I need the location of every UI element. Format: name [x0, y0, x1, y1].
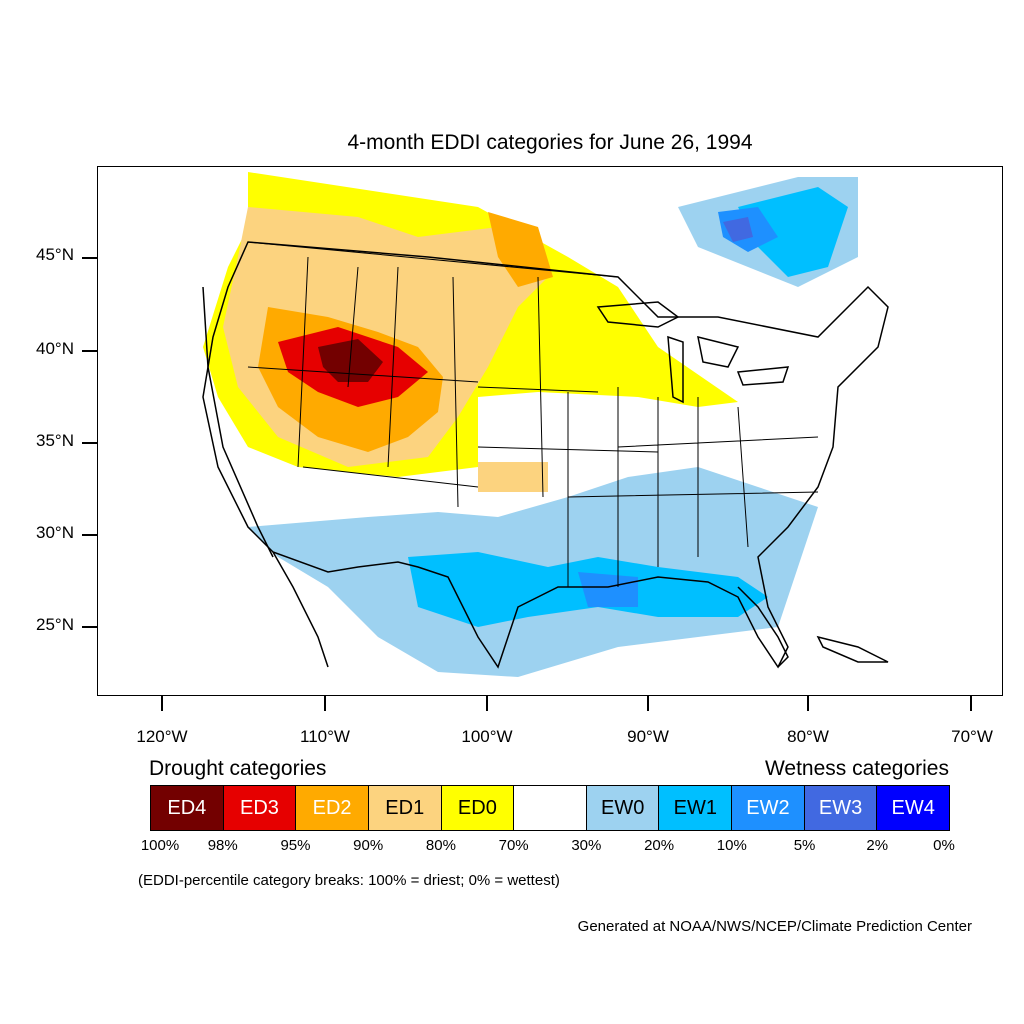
legend-swatch-ew0: EW0 [586, 786, 660, 830]
lat-label-35n: 35°N [36, 431, 74, 450]
lat-tick [82, 442, 97, 444]
map-title: 4-month EDDI categories for June 26, 199… [347, 131, 753, 154]
coast-baja [272, 551, 329, 668]
cuba [816, 635, 889, 663]
lat-label-45n: 45°N [36, 245, 74, 264]
map-panel [97, 166, 1003, 696]
legend-break-label: 90% [353, 837, 384, 854]
lat-tick [82, 257, 97, 259]
legend-break-label: 80% [425, 837, 456, 854]
legend-break-label: 2% [866, 837, 889, 854]
wetness-categories-heading: Wetness categories [764, 757, 949, 780]
lon-label-70w: 70°W [951, 727, 993, 746]
lon-tick [324, 696, 326, 711]
lat-tick [82, 534, 97, 536]
credit-line: Generated at NOAA/NWS/NCEP/Climate Predi… [577, 918, 972, 935]
lon-label-110w: 110°W [300, 727, 350, 746]
legend-swatch-ed2: ED2 [296, 786, 369, 830]
lon-tick [647, 696, 649, 711]
border-canada [247, 241, 619, 278]
coast-florida [737, 586, 789, 668]
lon-tick [970, 696, 972, 711]
legend-break-label: 0% [933, 837, 955, 854]
legend-break-label: 70% [498, 837, 529, 854]
legend-swatch-ed3: ED3 [223, 786, 297, 830]
lat-label-25n: 25°N [36, 615, 74, 634]
lat-label-40n: 40°N [36, 339, 74, 358]
legend-color-bar: ED4 ED3 ED2 ED1 ED0 EW0 EW1 EW2 EW3 EW4 [150, 785, 950, 831]
region-ed1-plains [478, 462, 548, 492]
legend-break-label: 30% [571, 837, 602, 854]
legend-swatch-ed1: ED1 [368, 786, 442, 830]
legend-swatch-ew1: EW1 [659, 786, 733, 830]
lat-label-30n: 30°N [36, 523, 74, 542]
state-lines-east [567, 387, 819, 587]
region-ew3-ontario [723, 217, 753, 242]
lon-tick [807, 696, 809, 711]
legend-break-label: 20% [644, 837, 675, 854]
legend-swatch-ed0: ED0 [441, 786, 515, 830]
great-lakes [596, 301, 790, 404]
legend-break-label: 98% [207, 837, 238, 854]
legend-break-label: 10% [716, 837, 747, 854]
eddi-map [202, 172, 889, 677]
region-ew2-louisiana [578, 572, 638, 607]
lon-tick [486, 696, 488, 711]
legend-swatch-ew4: EW4 [877, 786, 950, 830]
drought-categories-heading: Drought categories [149, 757, 327, 780]
lat-tick [82, 626, 97, 628]
lon-tick [161, 696, 163, 711]
boundaries [202, 241, 889, 669]
legend-swatch-ew3: EW3 [804, 786, 878, 830]
legend-break-label: 5% [793, 837, 816, 854]
lon-label-80w: 80°W [787, 727, 829, 746]
lon-label-120w: 120°W [136, 727, 188, 746]
legend-note: (EDDI-percentile category breaks: 100% =… [138, 872, 560, 889]
us-outline [202, 241, 889, 669]
legend-break-label: 95% [280, 837, 311, 854]
legend-swatch-ed4: ED4 [151, 786, 224, 830]
lon-label-90w: 90°W [627, 727, 669, 746]
lon-label-100w: 100°W [461, 727, 513, 746]
coast-pacific [202, 286, 274, 558]
lat-tick [82, 350, 97, 352]
category-regions [203, 172, 858, 677]
legend-swatch-none [514, 786, 587, 830]
legend-break-label: 100% [140, 837, 180, 854]
legend-swatch-ew2: EW2 [732, 786, 805, 830]
region-ew1-ontario [738, 187, 848, 277]
